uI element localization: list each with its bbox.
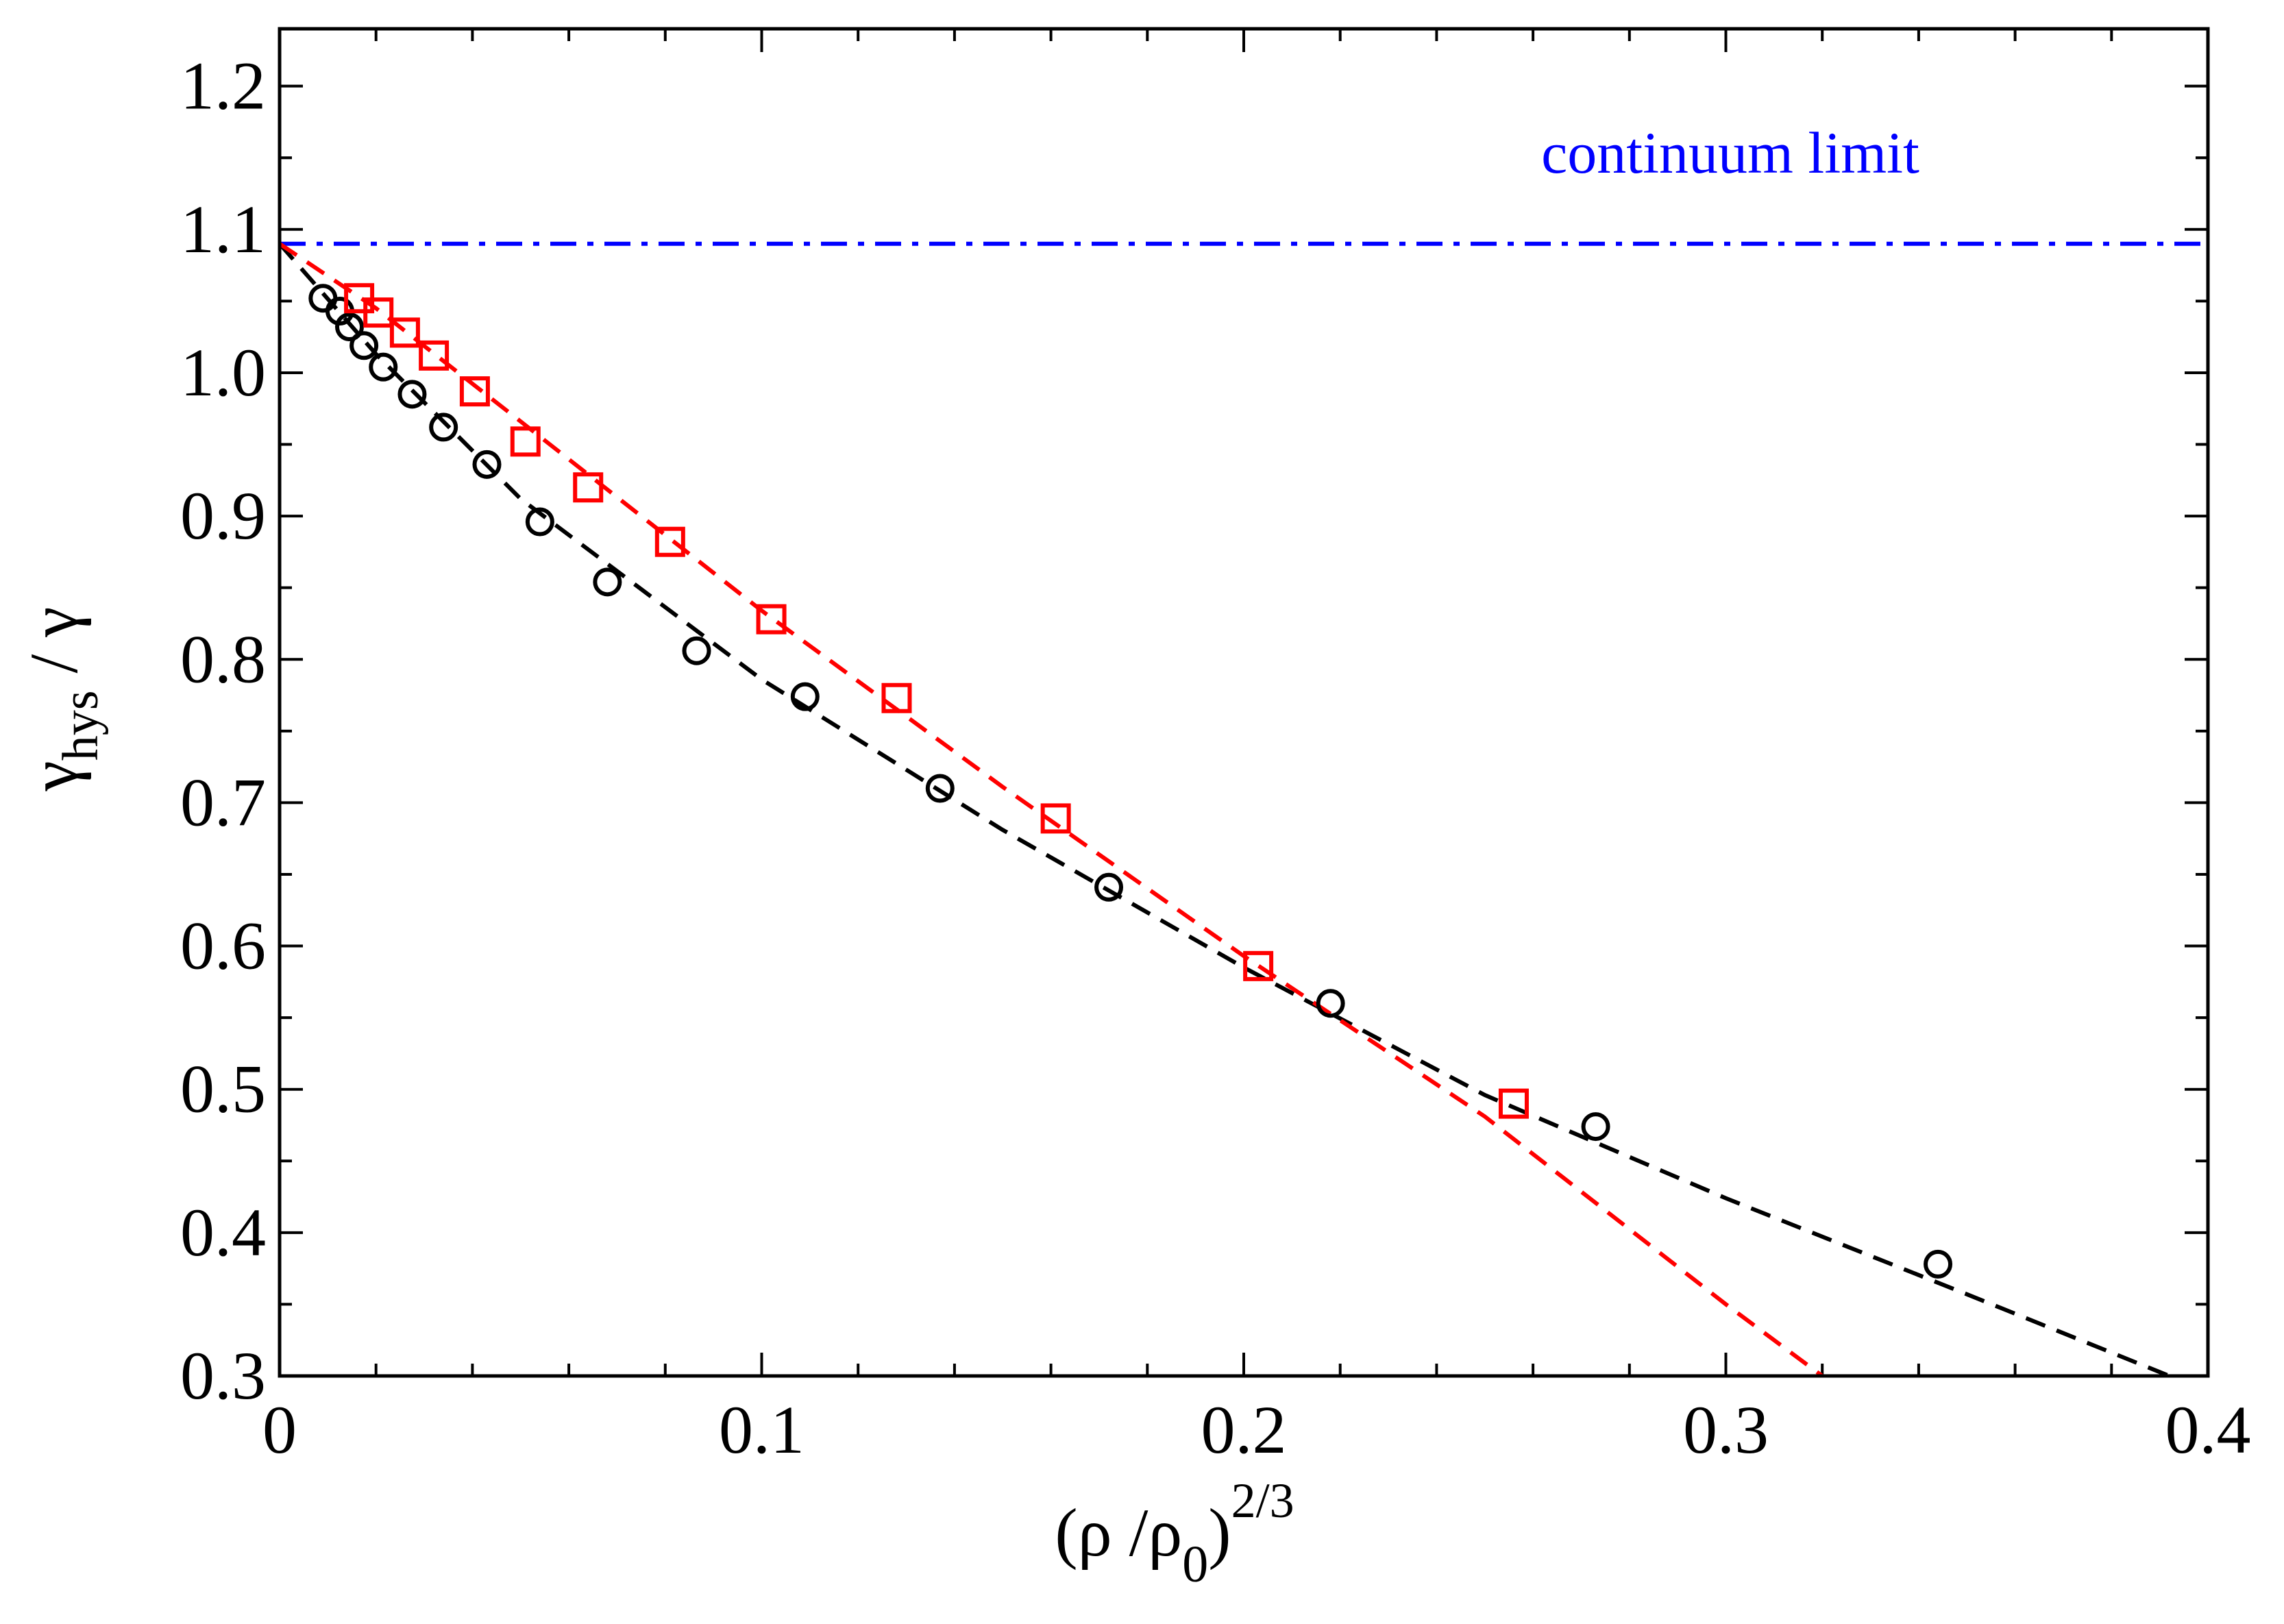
circle-point [525,507,554,537]
circle-point [335,312,365,342]
plot-frame-group [278,27,2210,1378]
continuum-limit-label: continuum limit [1541,120,1919,186]
y-tick-label: 0.8 [180,621,266,697]
circle-point [1094,872,1124,902]
y-tick-label: 1.2 [180,48,266,124]
x-tick-label: 0 [262,1392,297,1468]
square-point [1243,950,1274,981]
square-point [1498,1088,1529,1119]
square-point [510,426,541,457]
y-tick-label: 0.9 [180,478,266,554]
circle-point [593,567,622,597]
circle-point [1316,989,1345,1018]
y-axis-title: γhys / γ [16,607,109,792]
circle-point [397,380,427,409]
square-point [419,340,450,371]
x-tick-label: 0.4 [2165,1392,2251,1468]
y-tick-label: 0.3 [180,1338,266,1414]
data-points [308,283,1953,1279]
y-axis-title-subscript: hys [53,690,109,761]
circle-point [1581,1112,1610,1142]
axis-ticks [278,29,2209,1377]
circle-point [1924,1249,1953,1279]
square-point [389,317,420,348]
circle-point [349,331,379,360]
circle-point [790,682,820,711]
x-tick-label: 0.3 [1683,1392,1769,1468]
tick-labels: 0 0.1 0.2 0.3 0.4 0.3 0.4 0.5 0.6 0.7 0.8 0.9 1.0 1.1… [180,48,2251,1468]
square-point [881,682,912,713]
y-tick-label: 0.5 [180,1051,266,1127]
square-point [363,297,394,328]
x-axis-title-superscript: 2/3 [1231,1473,1294,1528]
circle-point [429,413,458,442]
circle-point [925,774,955,803]
x-axis-title-subscript: 0 [1182,1536,1208,1593]
square-point [1040,803,1071,834]
y-tick-label: 1.0 [180,334,266,410]
plot-frame [278,27,2210,1378]
x-tick-label: 0.2 [1201,1392,1287,1468]
y-axis-title-rest: / γ [16,607,92,691]
squares-fit-line [280,242,1823,1376]
x-axis-title-close: ) [1208,1494,1231,1571]
circles-fit-line [280,242,2170,1376]
x-tick-label: 0.1 [719,1392,805,1468]
y-axis-title-main: γ [16,761,92,791]
square-point [459,376,490,407]
y-tick-label: 0.7 [180,764,266,840]
fit-lines [280,242,2170,1376]
x-axis-title-main: (ρ /ρ [1055,1494,1182,1571]
square-point [756,604,787,635]
circle-point [472,450,502,479]
y-tick-label: 1.1 [180,191,266,267]
square-point [654,526,685,557]
y-tick-label: 0.6 [180,908,266,984]
x-axis-title: (ρ /ρ0)2/3 [1055,1473,1294,1593]
square-point [573,472,604,503]
circle-point [369,352,398,382]
y-tick-label: 0.4 [180,1194,266,1270]
circle-point [682,636,711,665]
